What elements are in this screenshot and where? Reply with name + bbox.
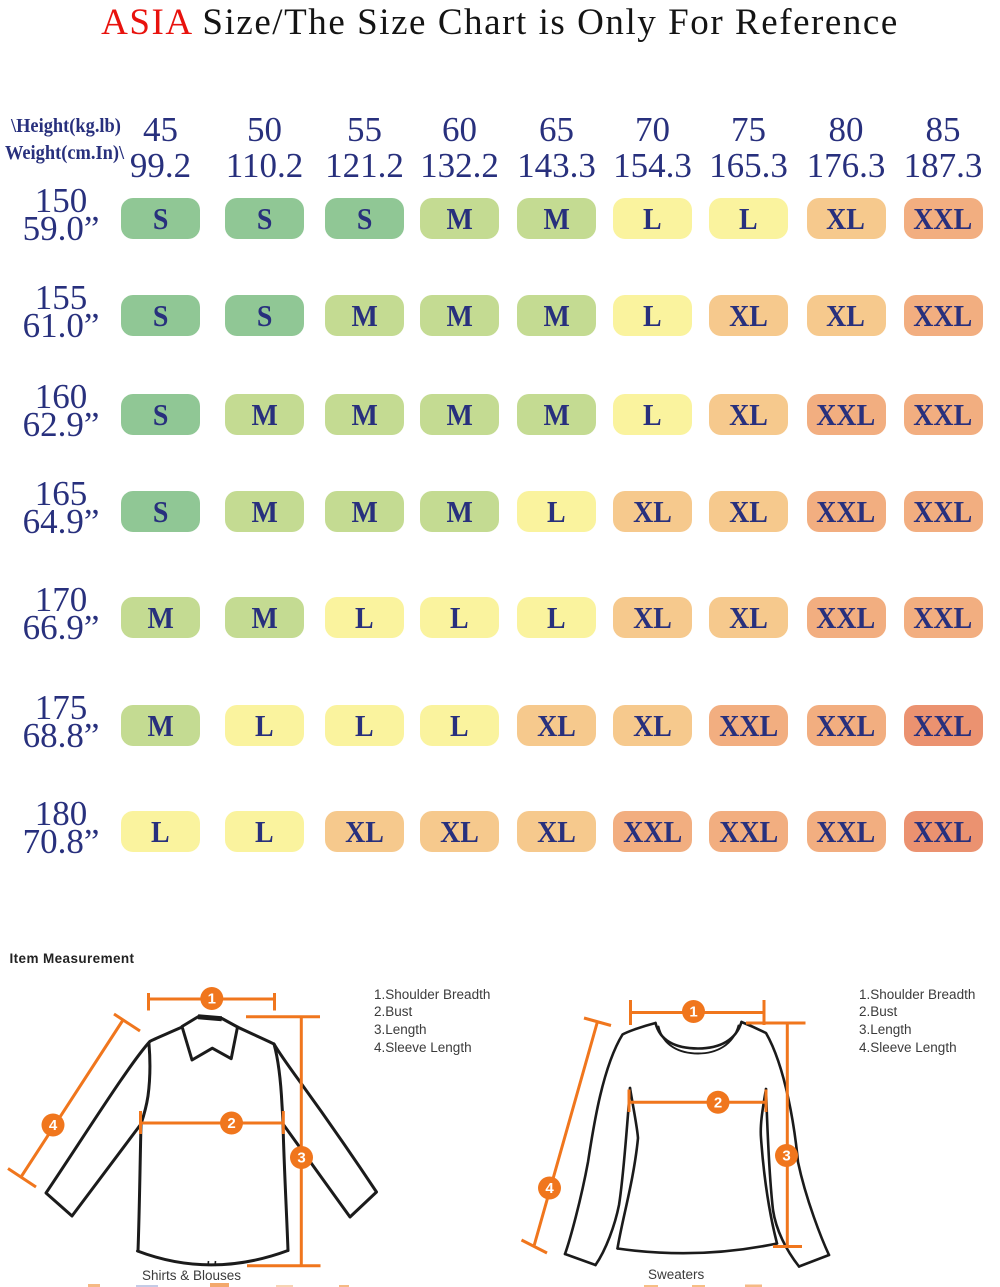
svg-text:2: 2 [227, 1115, 235, 1132]
svg-text:3: 3 [297, 1150, 305, 1167]
svg-text:1: 1 [689, 1004, 697, 1021]
svg-text:3: 3 [782, 1148, 790, 1165]
svg-text:4: 4 [545, 1180, 554, 1197]
svg-text:1: 1 [208, 991, 216, 1008]
svg-text:4: 4 [49, 1117, 58, 1134]
svg-text:2: 2 [714, 1095, 722, 1112]
